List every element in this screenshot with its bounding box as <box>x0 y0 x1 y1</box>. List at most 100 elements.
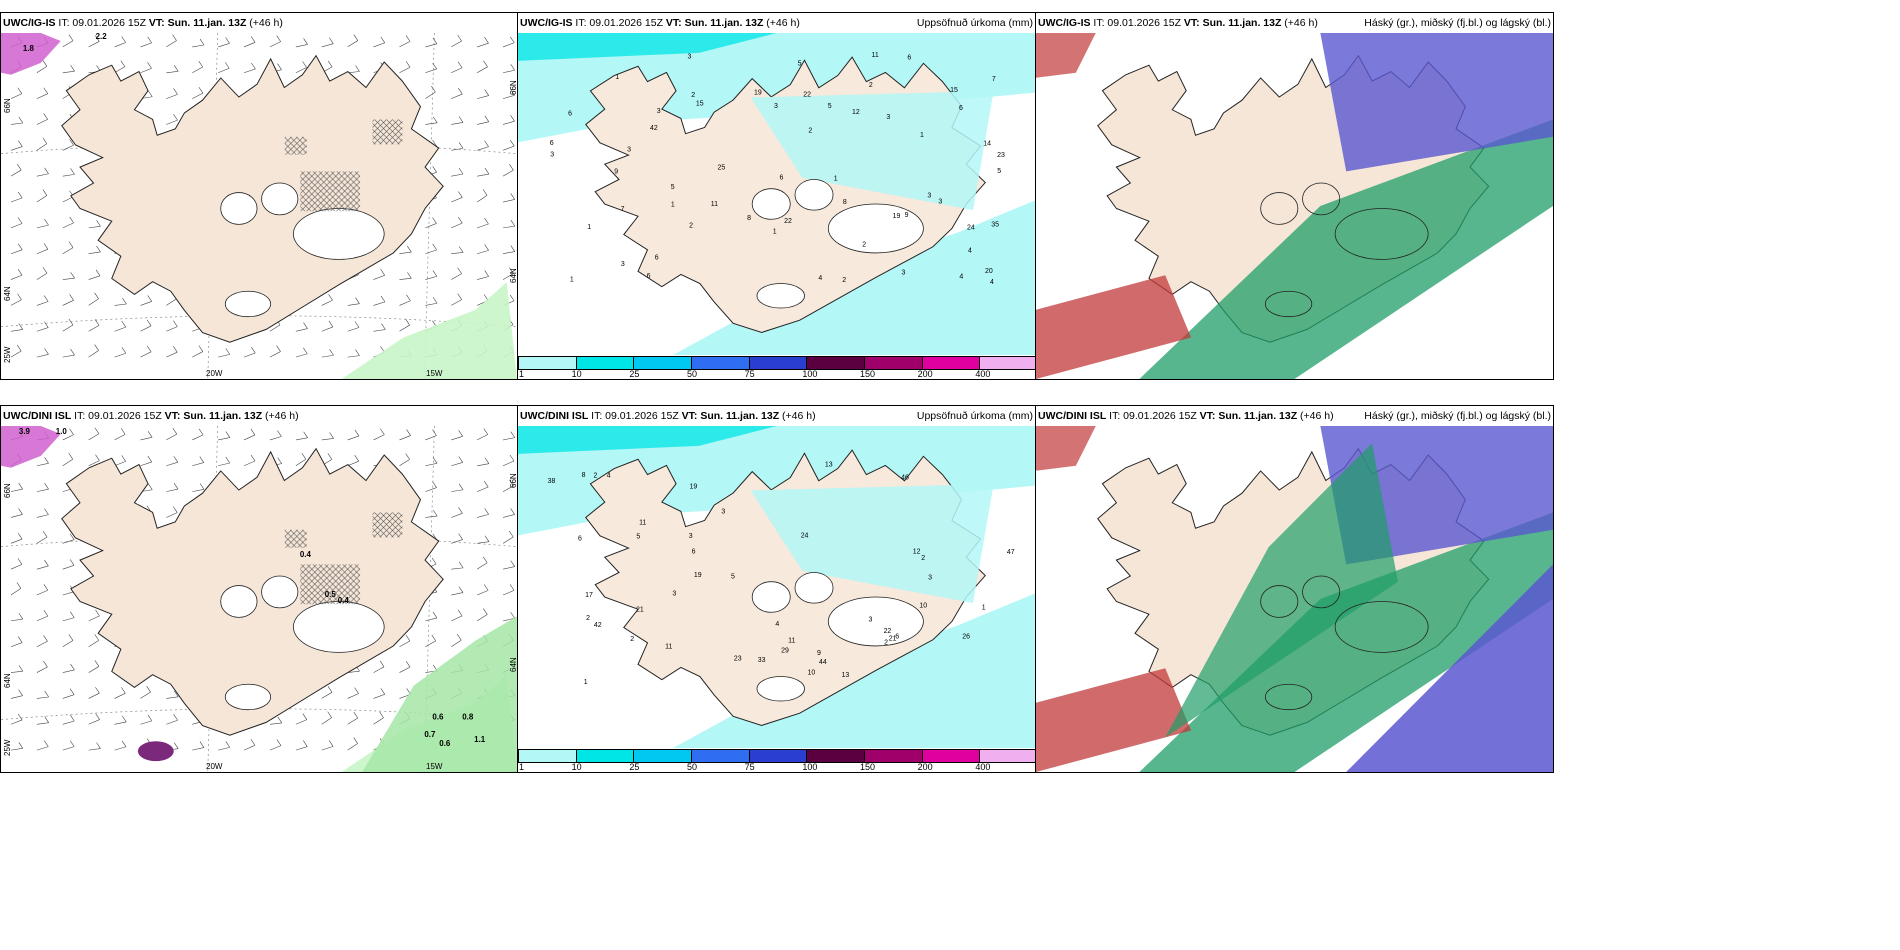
lead-time: (+46 h) <box>1300 410 1334 422</box>
wind-barb <box>166 433 177 441</box>
wind-barb-flag <box>432 457 438 464</box>
wind-barb <box>140 301 152 306</box>
lon-label-25w: 25W <box>3 346 12 363</box>
wind-barb-flag <box>147 62 152 69</box>
glacier-outline <box>1302 575 1341 609</box>
wind-barb <box>10 514 23 518</box>
wind-barb <box>477 463 489 467</box>
precip-value-label: 3 <box>627 146 631 153</box>
precip-value-label: 23 <box>734 656 742 663</box>
wind-barb-flag <box>251 346 256 354</box>
wind-barb <box>62 247 74 254</box>
wind-barb <box>36 66 48 74</box>
wind-barb <box>88 615 100 622</box>
lat-label-64n: 64N <box>3 286 12 301</box>
map-area: 1.8 2.2 <box>1 33 517 379</box>
precip-shade-land <box>750 90 994 211</box>
precip-value-label: 8 <box>582 472 586 479</box>
wind-barb <box>502 145 515 151</box>
wind-barb <box>166 696 179 699</box>
wind-barb <box>114 352 126 358</box>
wind-barb-flag <box>353 711 359 719</box>
wind-barb <box>502 69 515 74</box>
wind-barb-flag <box>510 560 515 567</box>
wind-barb <box>10 249 23 255</box>
precip-value-label: 9 <box>817 650 821 657</box>
precip-value-label: 6 <box>895 633 899 640</box>
wind-barb-flag <box>432 116 438 124</box>
cloud-high-plume <box>1165 443 1398 738</box>
wind-barb <box>243 744 256 751</box>
wind-barb <box>10 564 23 570</box>
wind-barb <box>36 327 49 332</box>
wind-barb <box>62 669 75 673</box>
precip-value-label: 2 <box>862 242 866 249</box>
wind-barb <box>192 351 203 358</box>
wind-barb <box>218 354 230 358</box>
wind-barb <box>62 565 75 570</box>
wind-barb-flag <box>199 741 205 748</box>
wind-barb <box>451 567 464 570</box>
legend-swatch <box>748 749 808 763</box>
precip-value-label: 4 <box>818 275 822 282</box>
wind-barb <box>62 222 74 229</box>
latitude-gridline <box>1 535 517 548</box>
init-time: IT: 09.01.2026 15Z <box>591 410 679 422</box>
wind-barb <box>10 122 23 125</box>
wind-barb-flag <box>42 267 48 274</box>
precip-value-label: 33 <box>758 657 766 664</box>
wind-barb-flag <box>198 60 203 68</box>
wind-barb-flag <box>69 688 75 695</box>
wind-barb <box>166 94 178 99</box>
wind-barb <box>451 299 462 306</box>
wind-barb-flag <box>380 269 385 276</box>
wind-barb <box>10 642 23 648</box>
panel-header: UWC/DINI ISL IT: 09.01.2026 15Z VT: Sun.… <box>1036 406 1553 426</box>
legend-swatch <box>518 749 577 763</box>
precip-value-label: 6 <box>550 140 554 147</box>
precip-value-label: 12 <box>852 109 860 116</box>
precip-value-label: 20 <box>985 268 993 275</box>
wind-barb-flag <box>458 561 464 569</box>
wind-barb <box>477 514 489 518</box>
wind-barb <box>243 460 256 467</box>
wind-barb <box>166 71 179 74</box>
wind-barb <box>192 44 205 48</box>
wind-barb-flag <box>277 63 282 70</box>
wind-barb-flag <box>509 584 515 591</box>
wind-barb <box>36 696 49 699</box>
wind-barb-flag <box>44 457 49 464</box>
wind-barb <box>477 590 489 596</box>
precip-value-label: 3 <box>886 114 890 121</box>
precip-value-label: 29 <box>781 647 789 654</box>
precip-value-label: 35 <box>991 222 999 229</box>
lead-time: (+46 h) <box>249 17 283 29</box>
init-time: IT: 09.01.2026 15Z <box>1109 410 1197 422</box>
wind-barb <box>36 143 47 151</box>
wind-barb-flag <box>483 556 488 563</box>
precip-value-label: 5 <box>828 103 832 110</box>
wind-barb <box>295 328 308 332</box>
wind-barb-flag <box>380 295 386 303</box>
init-time: IT: 09.01.2026 15Z <box>575 17 663 29</box>
model-name: UWC/IG-IS <box>520 17 573 29</box>
wind-barb <box>295 458 307 467</box>
longitude-gridline <box>424 33 435 379</box>
value-label: 1.1 <box>474 735 486 744</box>
wind-barb-flag <box>225 456 231 464</box>
wind-barb-flag <box>276 739 282 746</box>
wind-barb <box>425 122 438 125</box>
legend-tick-label: 100 <box>802 762 818 772</box>
wind-barb-flag <box>301 453 307 460</box>
wind-barb <box>451 67 463 74</box>
wind-barb <box>243 42 256 48</box>
wind-barb-flag <box>96 742 101 749</box>
wind-barb <box>10 146 23 151</box>
wind-barb-flag <box>17 293 22 300</box>
wind-barb <box>10 169 22 177</box>
precip-value-label: 19 <box>694 572 702 579</box>
wind-barb <box>451 539 463 544</box>
wind-barb <box>36 722 49 725</box>
precip-value-label: 25 <box>718 164 726 171</box>
precip-value-label: 24 <box>967 225 975 232</box>
